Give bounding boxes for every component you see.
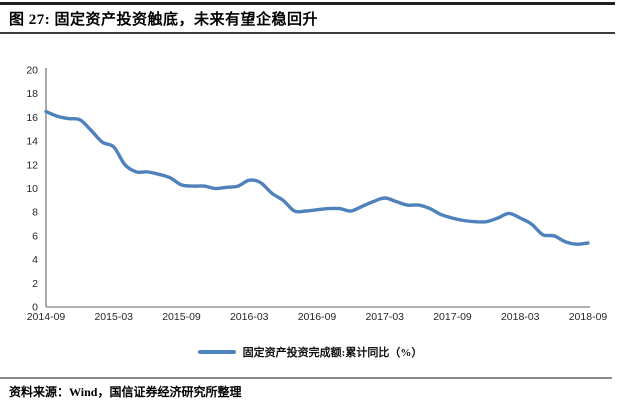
x-tick-label: 2015-03 (94, 311, 133, 323)
y-tick-label: 0 (32, 302, 38, 314)
y-tick-label: 16 (26, 112, 38, 124)
y-tick-label: 18 (26, 88, 38, 100)
legend-line-swatch (197, 350, 236, 354)
source-note: 资料来源：Wind，国信证券经济研究所整理 (9, 385, 242, 399)
x-tick-label: 2015-09 (162, 311, 201, 323)
y-tick-label: 8 (32, 207, 38, 219)
series-line-fai-yoy (44, 109, 590, 246)
figure-title: 图 27: 固定资产投资触底，未来有望企稳回升 (9, 12, 318, 28)
top-rule (0, 2, 615, 5)
y-tick-label: 10 (26, 183, 38, 195)
line-chart: 0 2 4 6 8 10 12 14 16 18 20 2014-09 2015-03 2015-09 20… (26, 65, 608, 324)
legend: 固定资产投资完成额:累计同比（%） (0, 344, 620, 360)
x-tick-label: 2018-03 (501, 311, 540, 323)
x-tick-label: 2016-09 (298, 311, 337, 323)
y-tick-label: 2 (32, 278, 38, 290)
x-tick-label: 2017-03 (365, 311, 404, 323)
y-tick-label: 20 (26, 65, 38, 77)
x-tick-label: 2016-03 (230, 311, 269, 323)
y-tick-label: 4 (32, 254, 38, 266)
x-tick-label: 2014-09 (27, 311, 66, 323)
y-tick-label: 14 (26, 136, 38, 148)
title-underline-rule (0, 32, 615, 34)
x-tick-label: 2018-09 (569, 311, 608, 323)
y-tick-label: 12 (26, 159, 38, 171)
y-tick-label: 6 (32, 230, 38, 242)
x-tick-label: 2017-09 (433, 311, 472, 323)
footer-rule (0, 377, 612, 379)
legend-label: 固定资产投资完成额:累计同比（%） (242, 347, 423, 359)
